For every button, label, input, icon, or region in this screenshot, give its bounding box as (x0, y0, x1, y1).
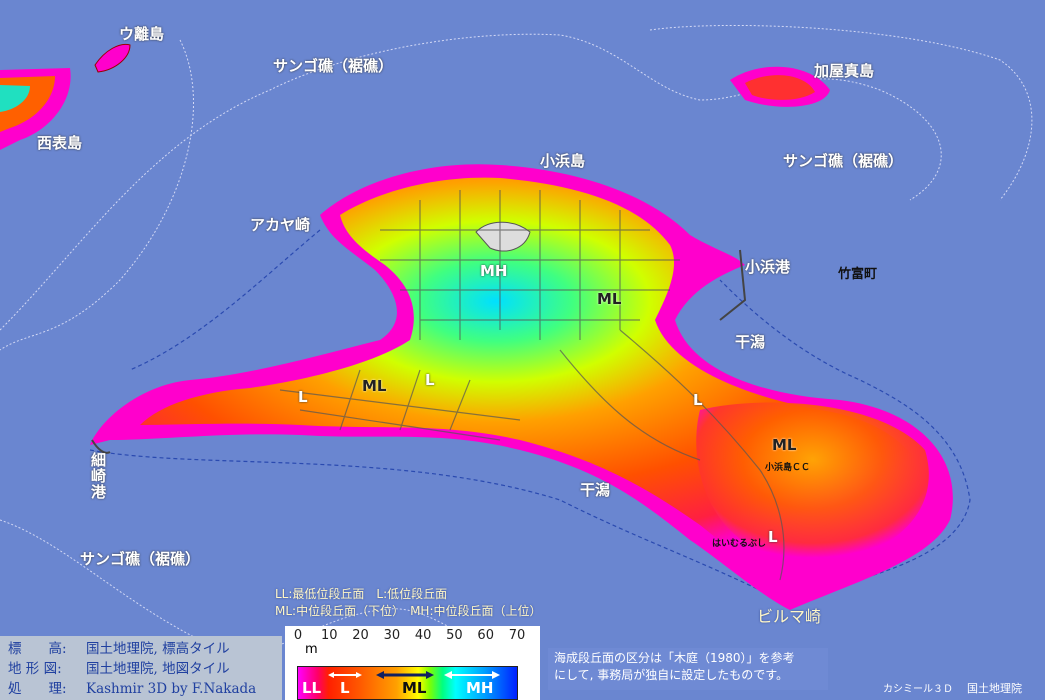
elevation-scale: 0 10 20 30 40 50 60 70 m LL L ML MH (285, 626, 540, 700)
note-box: 海成段丘面の区分は「木庭（1980）」を参考 にして, 事務局が独自に設定したも… (548, 648, 828, 690)
note-line-1: 海成段丘面の区分は「木庭（1980）」を参考 (554, 651, 795, 665)
scale-unit: m (305, 642, 318, 657)
credit-value: Kashmir 3D by F.Nakada (86, 681, 257, 697)
credit-row: 地 形 図: 国土地理院, 地図タイル (8, 659, 274, 679)
scale-tick-label: 0 (293, 628, 303, 643)
footer-agency: 国土地理院 (967, 682, 1022, 695)
terrace-mh: MH (480, 262, 508, 280)
label-kohama-island: 小浜島 (540, 152, 586, 170)
scale-tick-label: 70 (508, 628, 526, 643)
terrace-l-west1: L (425, 371, 435, 389)
terrace-ml-west: ML (362, 377, 387, 395)
credits-panel: 標 高: 国土地理院, 標高タイル 地 形 図: 国土地理院, 地図タイル 処 理:… (0, 636, 282, 700)
credit-value: 国土地理院, 標高タイル (86, 641, 230, 657)
island-u (94, 43, 131, 73)
label-tidal-flat-south: 干潟 (580, 481, 611, 499)
scale-ticks: 0 10 20 30 40 50 60 70 (285, 628, 540, 644)
terrace-l-east: L (693, 391, 703, 409)
label-golf-course: 小浜島ＣＣ (765, 463, 811, 473)
label-biruma-cape: ビルマ崎 (757, 607, 822, 626)
label-reef-east: サンゴ礁（裾礁） (783, 152, 904, 170)
legend-line-1: LL:最低位段丘面 L:低位段丘面 (275, 587, 448, 601)
label-kohama-port: 小浜港 (745, 258, 791, 276)
legend-line-2: ML:中位段丘面（下位） MH:中位段丘面（上位） (275, 604, 542, 618)
credit-value: 国土地理院, 地図タイル (86, 661, 230, 677)
credit-row: 標 高: 国土地理院, 標高タイル (8, 639, 274, 659)
zone-mh: MH (466, 679, 494, 697)
terrace-ml-center: ML (597, 290, 622, 308)
road-grid (279, 190, 785, 581)
scale-tick-label: 30 (383, 628, 401, 643)
reef-outlines (0, 24, 1033, 661)
terrace-ml-east: ML (772, 436, 797, 454)
label-hosozaki-port: 細崎港 (89, 452, 107, 500)
scale-tick-label: 50 (446, 628, 463, 643)
label-tidal-flat-east: 干潟 (735, 333, 766, 351)
scale-tick-label: 40 (414, 628, 432, 643)
label-u-island: ウ離島 (119, 25, 165, 43)
terrace-l-west2: L (298, 388, 308, 406)
footer-software: カシミール３Ｄ (883, 684, 953, 695)
credit-key: 処 理: (8, 681, 67, 697)
credit-key: 標 高: (8, 641, 67, 657)
label-iriomote: 西表島 (37, 134, 83, 152)
label-kayama-island: 加屋真島 (814, 62, 875, 80)
terrace-l-south: L (768, 528, 778, 546)
label-taketomi: 竹富町 (838, 267, 878, 282)
zone-ml: ML (402, 679, 427, 697)
color-bar: LL L ML MH (297, 666, 518, 700)
footer: カシミール３Ｄ 国土地理院 (883, 680, 1022, 696)
credit-key: 地 形 図: (8, 661, 62, 677)
label-reef-southwest: サンゴ礁（裾礁） (80, 550, 201, 568)
zone-ll: LL (302, 679, 322, 697)
note-line-2: にして, 事務局が独自に設定したものです。 (554, 668, 789, 682)
island-kohama (90, 164, 953, 610)
island-kayama (730, 66, 830, 107)
label-akaya-cape: アカヤ崎 (250, 216, 311, 234)
scale-tick-label: 20 (352, 628, 369, 643)
credit-row: 処 理: Kashmir 3D by F.Nakada (8, 679, 274, 699)
scale-tick-label: 10 (321, 628, 338, 643)
scale-tick-label: 60 (477, 628, 494, 643)
label-reef-north: サンゴ礁（裾礁） (273, 57, 394, 75)
zone-l: L (340, 679, 350, 697)
island-west-iriomote (0, 68, 71, 150)
label-resort: はいむるぶし (712, 539, 767, 549)
range-arrows (328, 671, 500, 679)
